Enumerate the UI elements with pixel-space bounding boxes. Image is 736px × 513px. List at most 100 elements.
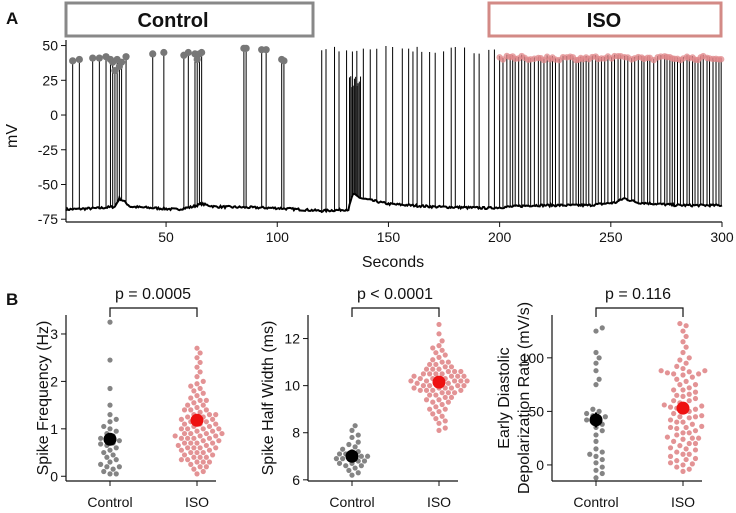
depolarization-rate-iso-point: [680, 430, 686, 436]
depolarization-rate-y-tick-label: 50: [528, 403, 544, 419]
depolarization-rate-y-label-line2: Depolarization Rate (mV/s): [516, 302, 533, 494]
spike-frequency-iso-point: [200, 426, 206, 432]
depolarization-rate-iso-point: [683, 378, 689, 384]
spike-frequency-iso-point: [181, 440, 188, 446]
spike-frequency-iso-point: [197, 385, 203, 392]
spike-frequency-control-point: [98, 435, 104, 441]
spike-half-width-iso-point: [433, 404, 439, 410]
spike-half-width-iso-point: [442, 364, 448, 370]
depolarization-rate-iso-point: [674, 464, 680, 470]
spike-half-width-iso-point: [436, 331, 442, 337]
depolarization-rate-iso-point: [686, 415, 692, 421]
spike-half-width-iso-point: [430, 366, 436, 372]
trace-y-tick-label: -50: [38, 176, 58, 192]
spike-half-width-iso-point: [433, 361, 439, 368]
spike-frequency-control-point: [107, 471, 113, 477]
spike-half-width-iso-point: [442, 418, 448, 424]
depolarization-rate-iso-point: [683, 456, 689, 463]
spike-half-width-control-point: [355, 470, 361, 476]
spike-half-width-iso-point: [439, 347, 445, 353]
depolarization-rate-control-point: [596, 376, 602, 382]
spike-half-width-control-point: [365, 453, 371, 459]
spike-frequency-iso-point: [197, 350, 203, 356]
spike-half-width-iso-point: [423, 366, 430, 372]
spike-frequency-iso-point: [185, 445, 191, 451]
spike-frequency-iso-point: [203, 407, 209, 413]
spike-frequency-iso-point: [181, 452, 188, 458]
depolarization-rate-iso-point: [674, 458, 680, 464]
spike-frequency-iso-point: [197, 397, 203, 403]
depolarization-rate-iso-point: [671, 387, 677, 393]
spike-half-width-iso-point: [452, 378, 458, 384]
depolarization-rate-iso-point: [686, 355, 692, 361]
spike-frequency-iso-point: [178, 416, 184, 422]
spike-half-width-iso-point: [436, 427, 442, 433]
spike-half-width-iso-point: [448, 385, 455, 391]
spike-frequency-iso-point: [213, 433, 219, 439]
spike-frequency-iso-point: [191, 400, 197, 406]
spike-half-width-iso-point: [445, 390, 451, 396]
spike-frequency-control-point: [107, 426, 113, 432]
spike-half-width-control-point: [346, 467, 352, 474]
panel-label-a: A: [6, 9, 18, 28]
spike-frequency-iso-point: [188, 383, 194, 389]
spike-frequency-iso-point: [206, 423, 213, 430]
spike-frequency-iso-point: [191, 445, 197, 451]
spike-frequency-iso-point: [197, 359, 203, 366]
spike-half-width-iso-point: [430, 399, 436, 405]
spike-peak-markers: [69, 44, 725, 75]
depolarization-rate-iso-point: [680, 387, 686, 393]
depolarization-rate-control-point: [602, 414, 608, 420]
spike-half-width-iso-point: [423, 378, 430, 384]
depolarization-rate-iso-point: [680, 468, 686, 474]
depolarization-rate-iso-point: [671, 371, 677, 377]
spike-frequency-iso-point: [210, 440, 216, 446]
depolarization-rate-iso-point: [674, 363, 680, 370]
spike-frequency-iso-point: [213, 445, 219, 451]
depolarization-rate-iso-point: [683, 333, 689, 340]
iso-banner-label: ISO: [587, 10, 621, 32]
spike-frequency-iso-point: [172, 433, 178, 439]
spike-half-width-iso-point: [433, 416, 439, 422]
spike-half-width-control-mean: [345, 449, 359, 463]
spike-half-width-iso-point: [445, 399, 451, 405]
spike-half-width-pvalue: p < 0.0001: [357, 286, 433, 303]
depolarization-rate-iso-point: [692, 395, 699, 402]
spike-half-width-iso-point: [430, 357, 436, 363]
spike-frequency-iso-point: [219, 430, 225, 437]
depolarization-rate-iso-point: [680, 365, 686, 372]
spike-frequency-iso-point: [175, 442, 181, 449]
spike-frequency-iso-point: [185, 457, 191, 463]
spike-half-width-control-point: [358, 463, 364, 469]
spike-frequency-control-point: [113, 416, 119, 422]
spike-half-width-iso-point: [458, 387, 464, 393]
depolarization-rate-iso-point: [680, 372, 686, 378]
spike-half-width-iso-point: [414, 380, 420, 386]
spike-frequency-iso-point: [197, 369, 203, 375]
spike-half-width-iso-point: [411, 373, 417, 379]
spike-frequency-iso-point: [203, 464, 209, 470]
depolarization-rate-iso-point: [696, 435, 702, 441]
depolarization-rate-iso-point: [680, 328, 686, 334]
depolarization-rate-control-point: [599, 428, 605, 434]
depolarization-rate-iso-point: [677, 320, 683, 327]
depolarization-rate-iso-point: [692, 428, 699, 434]
spike-frequency-iso-point: [200, 390, 206, 396]
spike-frequency-iso-point: [191, 454, 197, 460]
spike-half-width-iso-point: [439, 371, 445, 377]
spike-half-width-iso-point: [461, 383, 467, 389]
depolarization-rate-iso-point: [680, 349, 686, 356]
control-spike-marker: [184, 48, 192, 57]
spike-half-width-control-point: [336, 451, 343, 457]
spike-frequency-iso-point: [216, 426, 222, 432]
depolarization-rate-control-point: [593, 349, 599, 356]
spike-frequency-iso-point: [191, 435, 197, 441]
spike-half-width-control-point: [340, 446, 346, 452]
spike-frequency-control-point: [104, 464, 110, 470]
trace-x-tick-label: 100: [266, 229, 290, 245]
spike-frequency-iso-point: [200, 378, 206, 384]
depolarization-rate-iso-point: [692, 382, 699, 388]
spike-half-width-category-control: Control: [329, 494, 374, 510]
spike-frequency-iso-point: [181, 407, 188, 413]
trace-x-axis-label: Seconds: [362, 254, 424, 271]
